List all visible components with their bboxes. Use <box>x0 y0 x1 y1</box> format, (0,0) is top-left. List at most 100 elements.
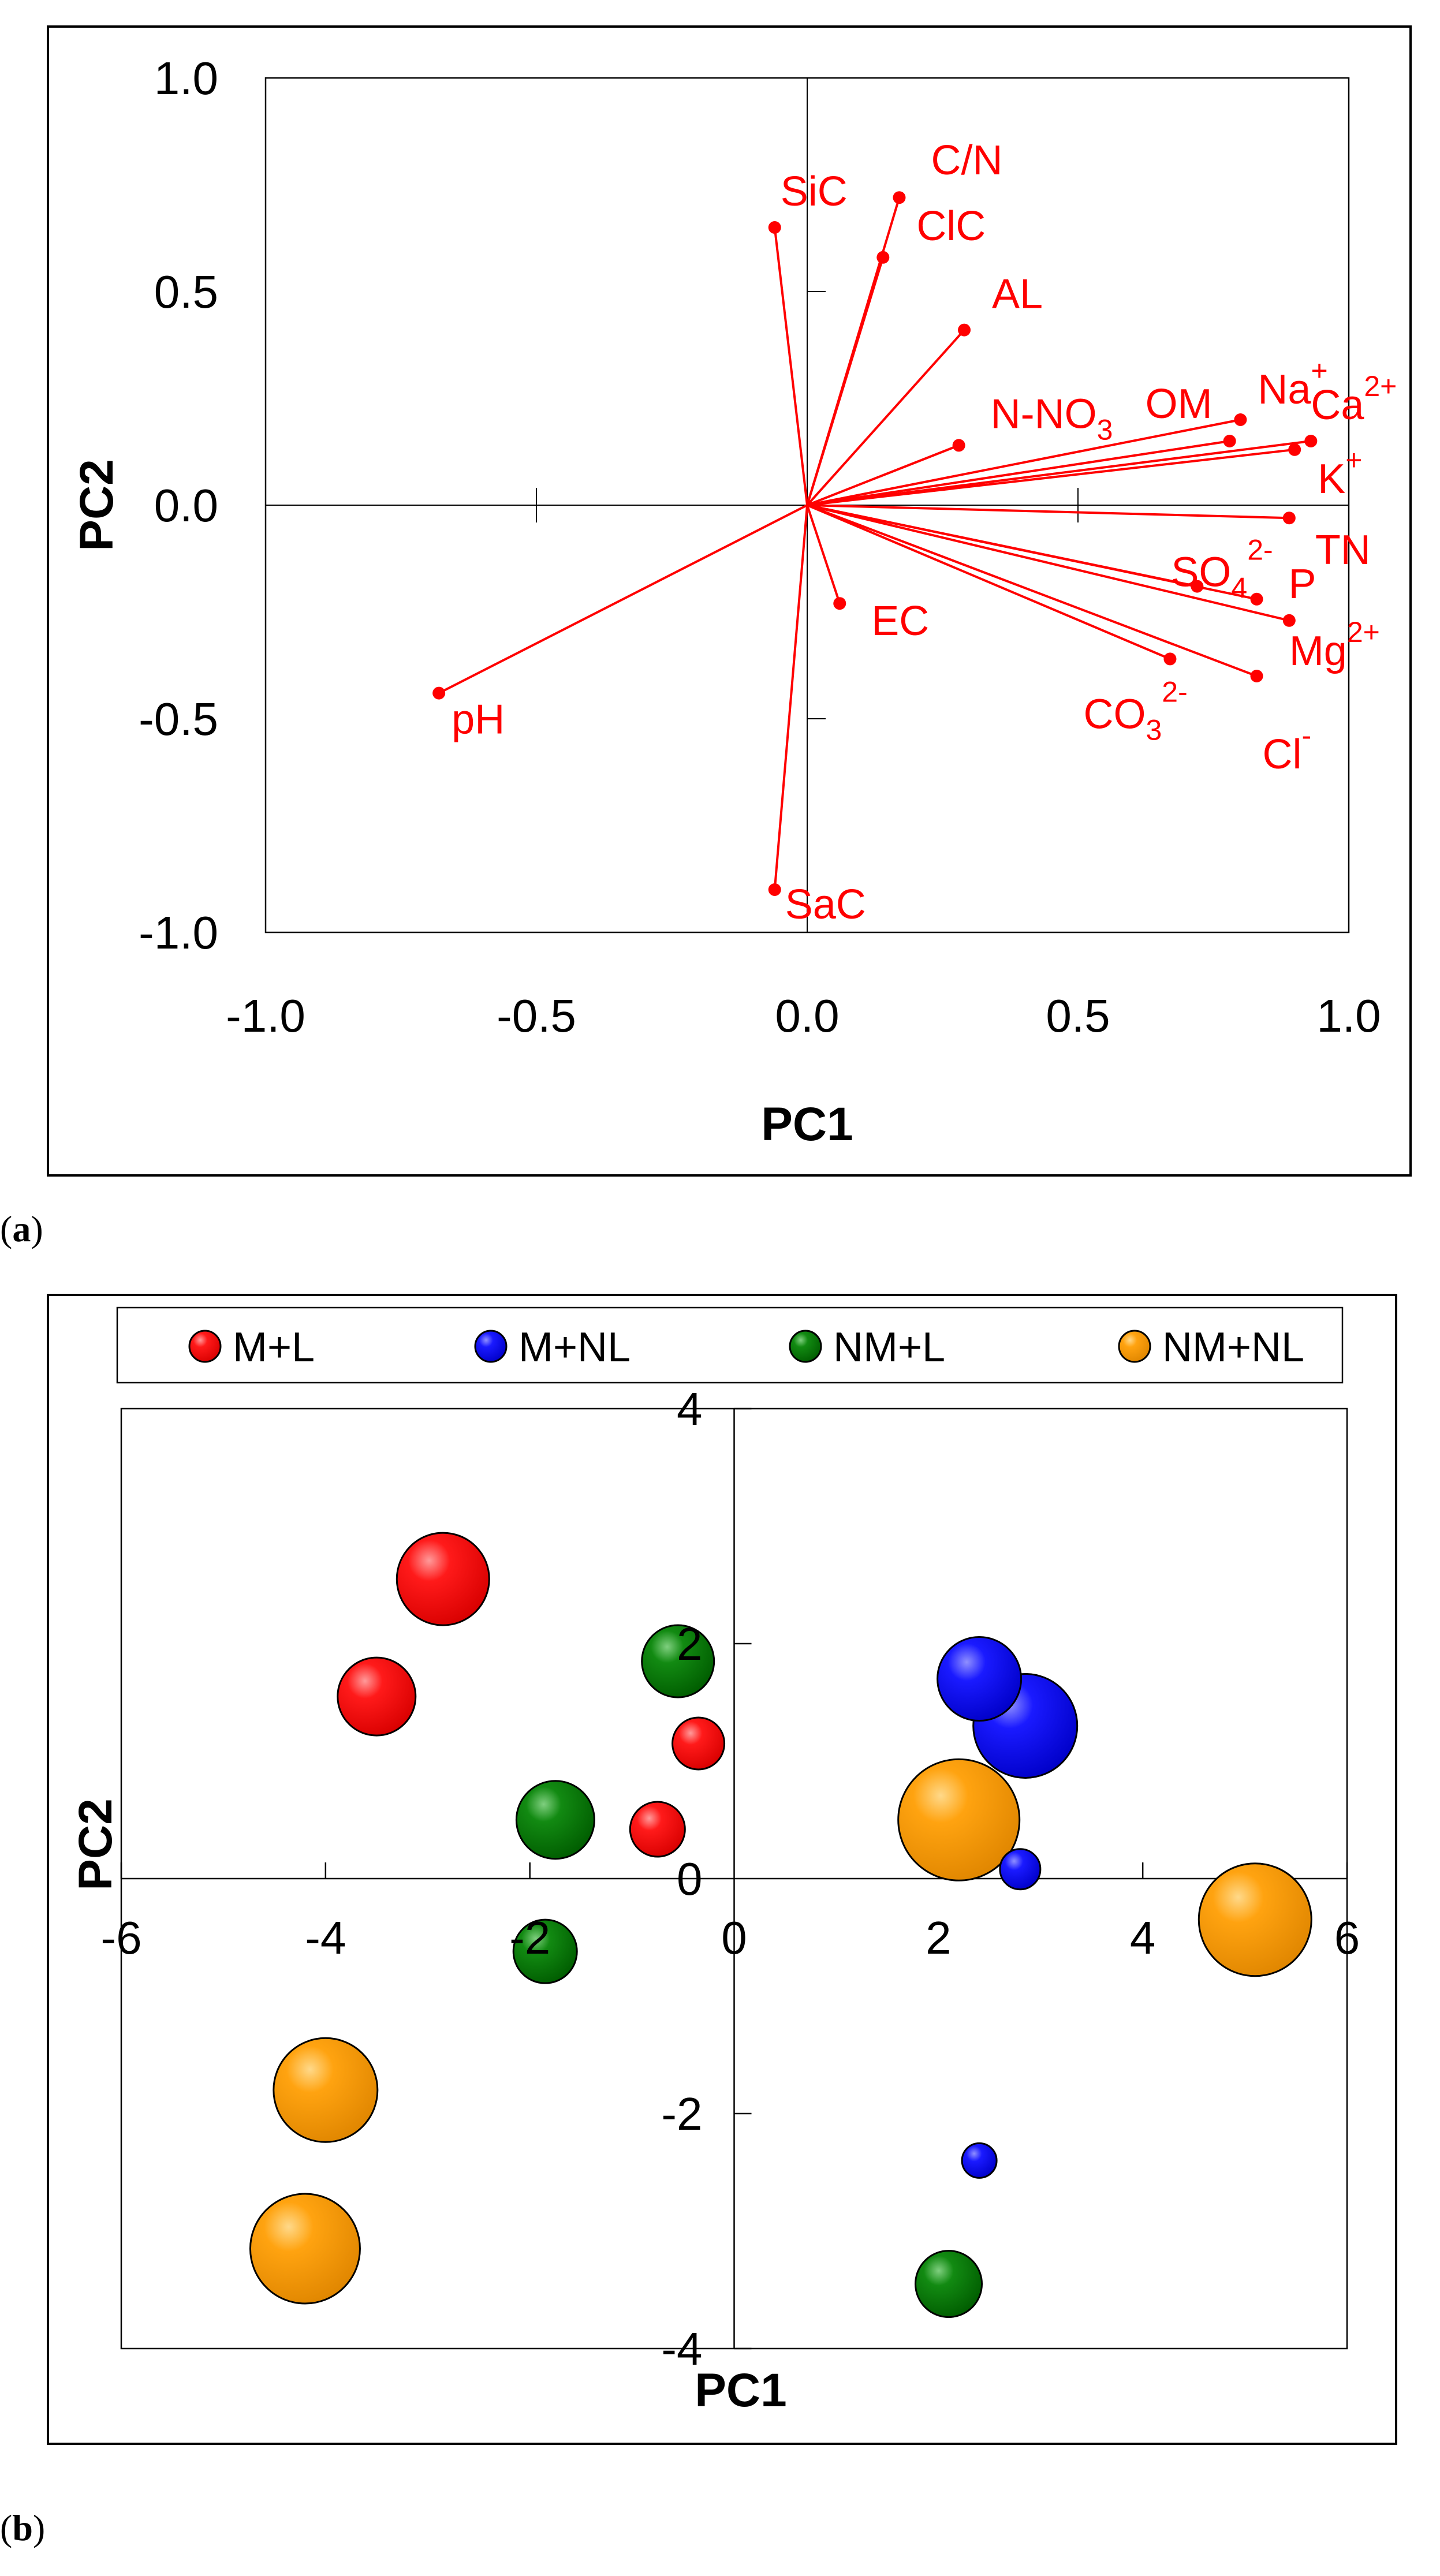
panel-a-x-tick-label: 0.5 <box>1046 990 1110 1041</box>
loading-al-label: AL <box>992 271 1043 318</box>
loading-al-vector <box>806 329 965 506</box>
panel-b-x-tick-label: -6 <box>100 1912 141 1963</box>
loading-na-ion-point <box>1234 413 1247 426</box>
legend-swatch-m-l <box>188 1330 222 1363</box>
panel-b-y-axis-label: PC2 <box>69 1798 122 1891</box>
bubble-nm-nl-1 <box>897 1758 1021 1881</box>
loading-om-label: OM <box>1146 381 1213 427</box>
loading-ec-vector <box>806 505 841 604</box>
legend-swatch-nm-l <box>789 1330 822 1363</box>
panel-b-y-tick-label: -4 <box>661 2323 702 2375</box>
loading-al-point <box>958 323 971 337</box>
legend-label-m-nl: M+NL <box>518 1324 631 1371</box>
loading-sic-point <box>768 221 781 234</box>
panel-a-x-tick-label: -0.5 <box>497 990 576 1041</box>
panel-a-y-tick-label: -0.5 <box>139 693 218 745</box>
panel-b-x-tick-label: 2 <box>926 1912 952 1963</box>
bubble-nm-l-4 <box>915 2250 983 2319</box>
loading-sac-vector <box>773 505 808 890</box>
panel-a-x-axis-label: PC1 <box>761 1098 853 1151</box>
loading-tn-label: TN <box>1315 527 1371 573</box>
panel-b: M+L M+NL NM+L NM+NL -6 -4 -2 0 2 4 6 4 2 0 -2 -4 PC1 P… <box>47 1294 1397 2445</box>
legend-label-nm-l: NM+L <box>833 1324 945 1371</box>
loading-ec-label: EC <box>871 598 929 644</box>
legend: M+L M+NL NM+L NM+NL <box>116 1306 1344 1384</box>
legend-label-m-l: M+L <box>233 1324 315 1371</box>
loading-ph-vector <box>438 504 808 695</box>
loading-co3-ion-label: CO32- <box>1083 675 1187 746</box>
panel-a-x-tick-label: 1.0 <box>1316 990 1381 1041</box>
loading-k-ion-vector <box>807 448 1295 506</box>
bubble-nm-nl-3 <box>273 2037 379 2143</box>
bubble-nm-l-3 <box>512 1918 578 1984</box>
loading-n-no3-label: N-NO3 <box>991 391 1113 446</box>
panel-a-y-tick-label: 0.5 <box>154 266 218 318</box>
loading-tn-point <box>1282 512 1296 525</box>
loading-k-ion-label: K+ <box>1318 444 1362 502</box>
legend-swatch-m-nl <box>474 1330 508 1363</box>
loading-na-ion-vector <box>807 419 1241 506</box>
loading-p-label: P <box>1289 561 1316 607</box>
loading-c-n-label: C/N <box>931 137 1002 184</box>
loading-ph-point <box>432 686 446 700</box>
panel-b-y-tick-label: 4 <box>677 1383 703 1435</box>
loading-cl-ion-vector <box>807 504 1258 677</box>
loading-co3-ion-point <box>1163 652 1177 666</box>
panel-b-frame <box>47 1294 1397 2445</box>
bubble-nm-l-1 <box>641 1624 715 1698</box>
bubble-m-l-2 <box>337 1656 417 1737</box>
panel-b-x-tick-label: -2 <box>509 1912 550 1963</box>
loading-n-no3-point <box>952 439 965 452</box>
panel-b-caption: (b) <box>0 2507 45 2548</box>
loading-ec-point <box>833 597 846 610</box>
loading-sic-vector <box>773 227 808 506</box>
panel-a-y-tick-label: 0.0 <box>154 480 218 531</box>
loading-ph-label: pH <box>452 697 505 743</box>
loading-tn-vector <box>807 504 1289 520</box>
panel-a-y-axis-label: PC2 <box>70 459 123 551</box>
bubble-nm-nl-2 <box>1197 1862 1312 1977</box>
legend-label-nm-nl: NM+NL <box>1162 1324 1304 1371</box>
loading-na-ion-label: Na+ <box>1258 354 1327 413</box>
loading-cl-ion-label: Cl- <box>1263 719 1312 778</box>
bubble-m-l-1 <box>396 1532 490 1626</box>
loading-om-vector <box>807 440 1230 506</box>
loading-co3-ion-vector <box>807 504 1171 660</box>
bubble-m-l-4 <box>629 1801 686 1858</box>
loading-p-vector <box>807 504 1257 600</box>
panel-b-x-axis-label: PC1 <box>695 2364 787 2417</box>
panel-b-x-tick-label: 4 <box>1130 1912 1156 1963</box>
panel-a-x-tick-label: -1.0 <box>226 990 305 1041</box>
loading-mg-ion-label: Mg2+ <box>1289 616 1380 674</box>
loading-c-n-point <box>893 191 906 204</box>
loading-mg-ion-point <box>1282 614 1296 627</box>
panel-b-y-tick-label: -2 <box>661 2088 702 2140</box>
loading-sic-label: SiC <box>781 169 848 215</box>
loading-sac-point <box>768 883 781 896</box>
panel-a-caption: (a) <box>0 1208 43 1249</box>
panel-b-x-tick-label: 6 <box>1334 1912 1360 1963</box>
panel-a-frame <box>47 25 1412 1177</box>
bubble-m-nl-4 <box>961 2142 998 2179</box>
legend-items: M+L M+NL NM+L NM+NL <box>188 1324 1304 1371</box>
bubble-nm-l-2 <box>515 1780 595 1860</box>
panel-a-tick-labels: -1.0 -0.5 0.0 0.5 1.0 1.0 0.5 0.0 -0.5 -1.0 <box>139 53 1381 1041</box>
loading-n-no3-vector <box>807 444 960 506</box>
panel-b-y-tick-label: 0 <box>677 1853 703 1905</box>
panel-a-y-tick-label: -1.0 <box>139 907 218 958</box>
panel-b-bubbles <box>249 1532 1312 2319</box>
panel-a-x-tick-label: 0.0 <box>775 990 839 1041</box>
legend-swatch-nm-nl <box>1118 1330 1151 1363</box>
loading-sac-label: SaC <box>785 882 866 928</box>
loading-k-ion-point <box>1288 443 1301 456</box>
loading-clc-label: ClC <box>916 203 986 249</box>
panel-a-y-tick-label: 1.0 <box>154 53 218 104</box>
panel-b-x-tick-label: -4 <box>305 1912 346 1963</box>
panel-b-x-tick-label: 0 <box>721 1912 747 1963</box>
panel-b-tick-labels: -6 -4 -2 0 2 4 6 4 2 0 -2 -4 <box>100 1383 1360 2375</box>
bubble-m-nl-1 <box>937 1636 1023 1722</box>
loading-om-point <box>1223 435 1236 447</box>
